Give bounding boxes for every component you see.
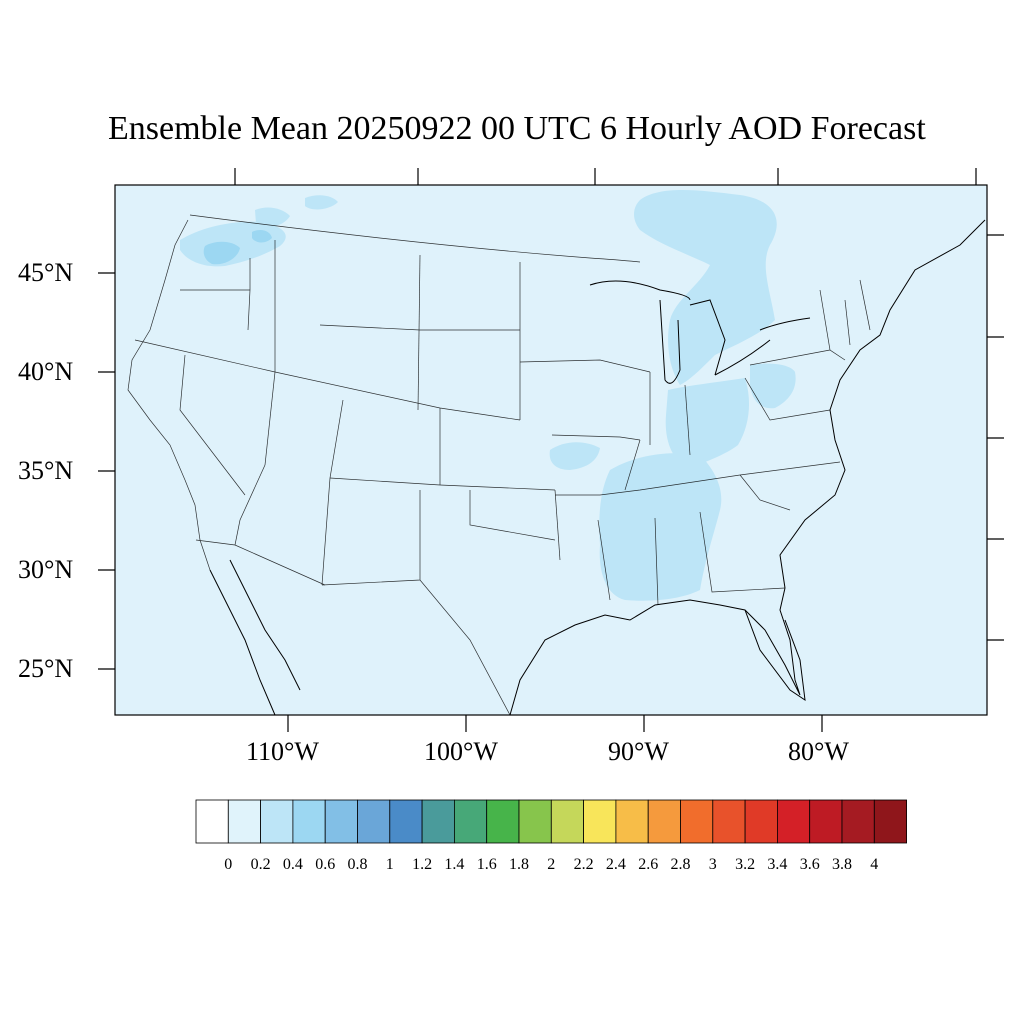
colorbar-tick-label: 0.2 (250, 856, 271, 873)
aod-patch-washington-core (203, 241, 240, 265)
colorbar-swatch (873, 799, 907, 844)
colorbar-tick-label: 3.6 (799, 856, 820, 873)
colorbar-tick-label: 0.8 (347, 856, 368, 873)
colorbar-swatch (195, 799, 229, 844)
colorbar-tick-label: 0.6 (315, 856, 336, 873)
colorbar-tick-label: 4 (870, 856, 879, 873)
lon-label-80w: 80°W (788, 737, 849, 766)
left-ticks (98, 272, 115, 670)
colorbar-swatch (486, 799, 520, 844)
lat-label-30n: 30°N (18, 555, 74, 584)
map-title: Ensemble Mean 20250922 00 UTC 6 Hourly A… (108, 110, 926, 147)
colorbar-swatch (357, 799, 391, 844)
lat-label-40n: 40°N (18, 357, 74, 386)
right-ticks (987, 234, 1004, 641)
colorbar-swatch (647, 799, 681, 844)
state-boundaries (127, 214, 871, 716)
colorbar-tick-label: 2 (547, 856, 556, 873)
colorbar-swatch (615, 799, 649, 844)
lat-label-45n: 45°N (18, 258, 74, 287)
aod-patch-arkansas (549, 442, 600, 470)
colorbar-swatch (550, 799, 584, 844)
colorbar-tick-label: 1 (385, 856, 394, 873)
bottom-ticks (287, 715, 823, 732)
lon-label-110w: 110°W (246, 737, 319, 766)
colorbar-swatch (518, 799, 552, 844)
colorbar-swatch (809, 799, 843, 844)
colorbar-tick-label: 1.4 (444, 856, 465, 873)
colorbar-swatch (744, 799, 778, 844)
colorbar-swatch (712, 799, 746, 844)
aod-contour-layer-high (203, 230, 272, 265)
colorbar (195, 799, 907, 844)
colorbar-swatch (453, 799, 488, 844)
colorbar-tick-label: 2.4 (605, 856, 626, 873)
colorbar-tick-label: 1.2 (412, 856, 433, 873)
colorbar-swatch (260, 799, 294, 844)
colorbar-tick-label: 1.8 (509, 856, 529, 873)
colorbar-tick-label: 2.6 (638, 856, 659, 873)
colorbar-tick-label: 2.8 (670, 856, 691, 873)
colorbar-tick-label: 3.2 (735, 856, 756, 873)
colorbar-tick-label: 3.8 (832, 856, 852, 873)
aod-patch-pennsylvania (750, 363, 796, 409)
colorbar-swatch (680, 799, 714, 844)
map-frame (114, 184, 988, 716)
aod-patch-washington-core-2 (252, 230, 272, 243)
colorbar-swatch (777, 799, 811, 844)
aod-patch-montana-border (255, 207, 290, 227)
colorbar-swatch (292, 799, 326, 844)
colorbar-tick-label: 0 (224, 856, 233, 873)
colorbar-tick-label: 3.4 (767, 856, 788, 873)
aod-contour-layer (180, 190, 796, 601)
colorbar-swatch (583, 799, 617, 844)
colorbar-tick-label: 3 (708, 856, 717, 873)
colorbar-swatch (324, 799, 358, 844)
colorbar-tick-label: 2.2 (573, 856, 594, 873)
colorbar-tick-label: 0.4 (282, 856, 303, 873)
top-ticks (234, 168, 977, 185)
aod-patch-canada-north (305, 195, 338, 210)
lon-label-90w: 90°W (608, 737, 669, 766)
colorbar-swatch (841, 799, 875, 844)
colorbar-swatch (421, 799, 455, 844)
aod-patch-mississippi-alabama (599, 453, 722, 601)
lat-label-25n: 25°N (18, 654, 74, 683)
colorbar-swatch (227, 799, 262, 844)
colorbar-swatch (389, 799, 423, 844)
colorbar-tick-label: 1.6 (476, 856, 497, 873)
aod-patch-ohio-valley (665, 378, 750, 468)
lon-label-100w: 100°W (424, 737, 498, 766)
lat-label-35n: 35°N (18, 456, 74, 485)
coastlines (209, 219, 986, 716)
aod-patch-great-lakes (634, 190, 777, 385)
